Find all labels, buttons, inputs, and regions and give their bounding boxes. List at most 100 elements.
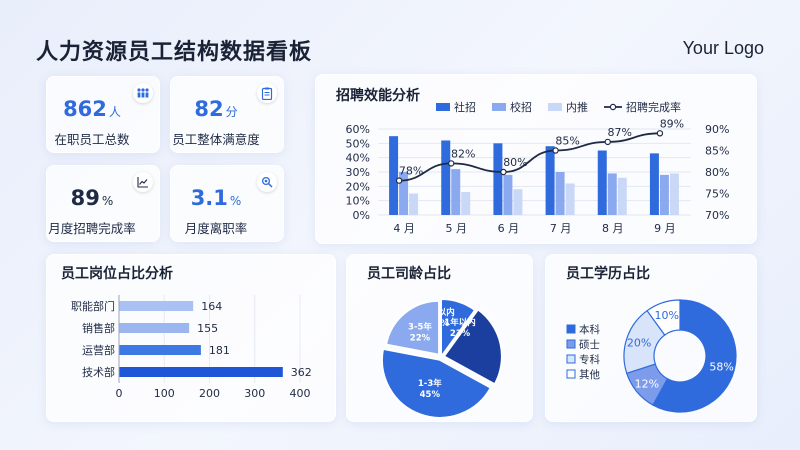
chart-title: 员工司龄占比: [367, 266, 451, 282]
logo: Your Logo: [682, 38, 764, 58]
category-label: 运营部: [82, 343, 115, 357]
value-label: 362: [291, 366, 312, 379]
clipboard-icon: [257, 83, 277, 103]
pie-label-name: 1-3年: [418, 378, 442, 389]
pie-slice: [442, 308, 503, 386]
pie-slice: [381, 347, 493, 419]
line-data-label: 82%: [451, 147, 475, 160]
legend-label: 招聘完成率: [626, 100, 681, 114]
kpi-value: 89%: [70, 186, 114, 210]
line-data-label: 87%: [608, 126, 632, 139]
kpi-card-total-employees: 862 人 在职员工总数: [46, 76, 160, 153]
legend-swatch: [566, 324, 576, 334]
pie-label-value: 22%: [410, 334, 431, 344]
bar-campus: [555, 172, 565, 215]
legend-swatch: [566, 369, 576, 379]
pie-label-value: 45%: [420, 390, 441, 400]
x-tick-label: 5 月: [446, 222, 468, 235]
education-chart-card: 员工学历占比 58% 12% 20% 10% 本科 硕士 专科 其他: [545, 254, 757, 422]
legend-swatch: [492, 103, 506, 111]
y2-tick-label: 75%: [705, 188, 729, 201]
bar-social: [441, 140, 451, 215]
legend-label: 其他: [579, 368, 600, 381]
y-tick-label: 30%: [346, 166, 370, 179]
x-tick-label: 100: [154, 387, 175, 400]
bar-position: [119, 323, 190, 333]
kpi-label: 月度离职率: [184, 221, 248, 236]
line-completion-rate: [399, 132, 660, 182]
category-label: 技术部: [82, 365, 115, 379]
x-tick-label: 0: [116, 387, 123, 400]
legend-swatch: [566, 339, 576, 349]
legend-line-marker: [609, 103, 617, 111]
pie-slice: [384, 299, 441, 356]
y2-tick-label: 90%: [705, 123, 729, 136]
legend-label: 校招: [510, 100, 532, 114]
line-point: [604, 138, 611, 146]
position-chart-card: 员工岗位占比分析 0 100 200 300 400 职能部门 164 销售部 155 运营部 18…: [46, 254, 336, 422]
value-label: 164: [201, 300, 222, 313]
legend-label: 内推: [566, 100, 588, 114]
x-tick-label: 200: [199, 387, 220, 400]
donut-label: 10%: [654, 309, 678, 322]
pie-label-name: 1年以内: [444, 317, 475, 328]
recruit-efficiency-chart: 0%10% 20%30%40% 50%60% 70% 75% 80% 85% 90% 4 月 5 …: [346, 100, 730, 235]
kpi-value: 82 分: [194, 97, 238, 121]
y-tick-label: 40%: [346, 152, 370, 165]
search-icon: [257, 172, 277, 192]
value-label: 155: [197, 322, 218, 335]
line-point: [656, 130, 664, 137]
bar-referral: [461, 192, 471, 215]
y2-tick-label: 80%: [705, 166, 729, 179]
donut-slice: [652, 299, 737, 413]
bar-position: [119, 367, 283, 377]
line-point: [395, 177, 403, 184]
line-data-label: 89%: [660, 117, 684, 130]
legend-swatch: [436, 103, 450, 111]
legend-swatch: [548, 103, 562, 111]
y2-tick-label: 70%: [705, 209, 729, 222]
y2-tick-label: 85%: [705, 145, 729, 158]
line-point: [448, 160, 455, 167]
bar-social: [545, 146, 555, 215]
y-tick-label: 60%: [346, 123, 370, 136]
bar-referral: [565, 183, 575, 215]
bar-campus: [399, 172, 409, 215]
bar-campus: [451, 169, 461, 215]
bar-referral: [513, 189, 523, 215]
bar-social: [597, 150, 607, 215]
kpi-label: 月度招聘完成率: [48, 221, 136, 236]
x-tick-label: 6 月: [498, 222, 520, 235]
y-tick-label: 10%: [346, 195, 370, 208]
chart-title: 员工岗位占比分析: [61, 266, 173, 282]
category-label: 销售部: [82, 321, 115, 335]
line-data-label: 85%: [555, 135, 579, 148]
recruit-chart-card: 招聘效能分析 0% 10% 20% 30% 40% 50% 60% 70% 75% 80% 85% 9…: [315, 74, 757, 244]
line-data-label: 80%: [503, 156, 527, 169]
legend-label: 社招: [454, 100, 476, 114]
y-tick-label: 20%: [346, 180, 370, 193]
x-tick-label: 300: [244, 387, 265, 400]
line-point: [552, 147, 559, 154]
line-point: [500, 168, 507, 176]
page-title: 人力资源员工结构数据看板: [36, 40, 313, 65]
pie-label-value: 23%: [450, 329, 471, 339]
donut-slice: [646, 299, 681, 336]
people-icon: [133, 83, 153, 103]
value-label: 181: [209, 344, 230, 357]
bar-social: [389, 136, 399, 215]
kpi-card-satisfaction: 82 分 员工整体满意度: [170, 76, 284, 153]
legend-label: 本科: [579, 323, 600, 336]
donut-label: 58%: [709, 361, 733, 374]
x-tick-label: 4 月: [393, 222, 415, 235]
kpi-card-recruit-rate: 89% 月度招聘完成率: [46, 165, 160, 242]
bar-referral: [617, 177, 627, 215]
bar-social: [493, 143, 503, 215]
donut-label: 20%: [627, 337, 651, 350]
y-tick-label: 0%: [353, 209, 370, 222]
kpi-value: 862 人: [63, 97, 121, 121]
bar-position: [119, 345, 201, 355]
position-bar-chart: 0 100 200 300 400 职能部门 164 销售部 155 运营部 181 技术部 362: [71, 295, 312, 400]
